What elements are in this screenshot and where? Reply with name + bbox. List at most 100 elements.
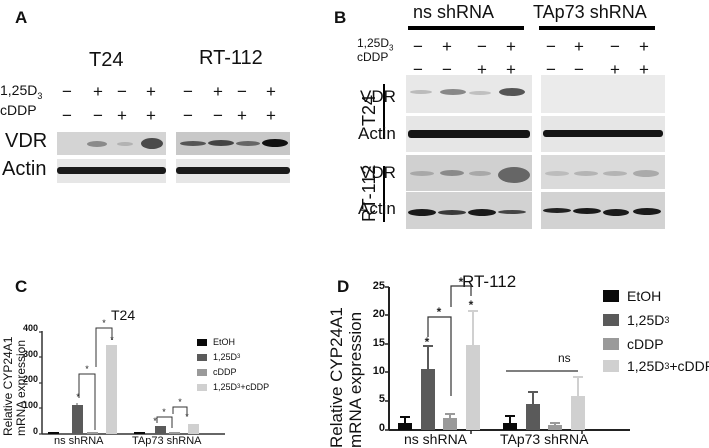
d-legend-125d3: 1,25D 3 — [603, 312, 669, 328]
blot-b-t24-tap73-vdr — [541, 75, 665, 113]
row-label-cddp: cDDP — [0, 102, 37, 118]
c-xcat-ns: ns shRNA — [54, 435, 104, 447]
chart-d-plot: * * * * — [385, 275, 630, 434]
sign: − — [237, 82, 247, 101]
group-tap73-shrna: TAp73 shRNA — [533, 2, 647, 22]
blot-label-actin: Actin — [2, 158, 47, 180]
sign: + — [146, 82, 156, 101]
d-ytick: 5 — [378, 393, 385, 405]
b-row-label-125d3: 1,25D3 — [357, 36, 394, 53]
svg-text:*: * — [185, 412, 189, 422]
blot-a-rt112-actin — [176, 159, 290, 183]
svg-text:*: * — [153, 416, 157, 426]
blot-b-rt112-ns-actin — [406, 192, 532, 229]
sign: + — [93, 82, 103, 101]
group-ns-shrna: ns shRNA — [413, 2, 495, 22]
sign: − — [62, 82, 72, 101]
c-legend-combo: 1,25D 3 +cDDP — [197, 382, 269, 392]
blot-a-rt112-vdr — [176, 132, 290, 155]
b-bracket-rt112 — [383, 166, 385, 222]
sign: − — [93, 106, 103, 125]
sig-star: * — [76, 392, 80, 402]
svg-text:*: * — [162, 407, 166, 417]
c-xcat-tap73: TAp73 shRNA — [132, 435, 202, 447]
d-legend-cddp: cDDP — [603, 336, 664, 352]
panel-b-label: B — [334, 8, 347, 27]
sign: + — [639, 60, 649, 79]
c-ytick: 100 — [22, 400, 38, 410]
b-bracket-t24 — [383, 84, 385, 139]
sign: − — [610, 37, 620, 56]
c-ytick: 400 — [22, 323, 38, 333]
sign: + — [639, 37, 649, 56]
blot-b-t24-ns-vdr — [406, 75, 532, 113]
svg-text:*: * — [469, 298, 474, 312]
sign: − — [546, 37, 556, 56]
blot-a-t24-vdr — [57, 132, 166, 155]
sign: + — [117, 106, 127, 125]
svg-text:*: * — [102, 318, 106, 328]
blot-b-rt112-ns-vdr — [406, 155, 532, 191]
d-ytick: 20 — [372, 308, 385, 320]
sign: + — [477, 60, 487, 79]
panel-d-label: D — [337, 277, 350, 296]
cell-line-rt112: RT-112 — [199, 47, 263, 69]
sign: + — [213, 82, 223, 101]
b-label-actin-rt112: Actin — [358, 199, 396, 218]
panel-a-label: A — [15, 8, 28, 27]
sign: + — [146, 106, 156, 125]
row-label-125d3: 1,25D3 — [0, 82, 43, 101]
chart-c-title: T24 — [111, 307, 136, 323]
cell-line-t24: T24 — [89, 49, 124, 71]
chart-c-plot: * * * * * * * * — [39, 318, 225, 435]
d-xcat-tap73: TAp73 shRNA — [500, 431, 589, 447]
sign: − — [413, 60, 423, 79]
blot-b-t24-tap73-actin — [541, 116, 665, 152]
sign: + — [266, 106, 276, 125]
sign: − — [117, 82, 127, 101]
d-ytick: 0 — [378, 422, 385, 434]
sign: − — [413, 37, 423, 56]
sign: + — [610, 60, 620, 79]
sign: − — [477, 37, 487, 56]
panel-c-label: C — [15, 277, 28, 296]
b-label-actin-t24: Actin — [358, 124, 396, 143]
sign: − — [574, 60, 584, 79]
c-legend-cddp: cDDP — [197, 367, 237, 377]
sign: − — [183, 82, 193, 101]
blot-b-t24-ns-actin — [406, 116, 532, 152]
c-ytick: 200 — [22, 374, 38, 384]
d-ytick: 25 — [372, 280, 385, 292]
chart-d-title: RT-112 — [462, 272, 517, 291]
sign: + — [442, 37, 452, 56]
sign: + — [266, 82, 276, 101]
c-ytick: 0 — [32, 426, 38, 436]
blot-label-vdr: VDR — [5, 130, 48, 152]
svg-text:*: * — [110, 335, 114, 345]
d-ns-label: ns — [558, 351, 571, 365]
d-legend-combo: 1,25D3+cDDP — [603, 358, 709, 374]
svg-text:*: * — [437, 305, 442, 319]
b-label-vdr-rt112: VDR — [360, 163, 396, 182]
b-label-vdr-t24: VDR — [360, 87, 396, 106]
c-ytick: 300 — [22, 349, 38, 359]
group-bar-ns — [408, 26, 524, 30]
sign: − — [546, 60, 556, 79]
svg-text:*: * — [85, 364, 89, 374]
svg-text:*: * — [178, 397, 182, 407]
svg-text:*: * — [425, 335, 430, 349]
sign: − — [62, 106, 72, 125]
d-ytick: 10 — [372, 365, 385, 377]
c-legend-etoh: EtOH — [197, 337, 235, 347]
svg-text:*: * — [459, 275, 464, 289]
sign: + — [574, 37, 584, 56]
sign: − — [213, 106, 223, 125]
blot-b-rt112-tap73-vdr — [541, 155, 665, 189]
sign: + — [506, 60, 516, 79]
d-legend-etoh: EtOH — [603, 288, 661, 304]
sign: + — [506, 37, 516, 56]
b-row-label-cddp: cDDP — [357, 50, 389, 64]
d-xcat-ns: ns shRNA — [404, 431, 468, 447]
group-bar-tap73 — [539, 26, 655, 30]
c-legend-125d3: 1,25D 3 — [197, 352, 240, 362]
